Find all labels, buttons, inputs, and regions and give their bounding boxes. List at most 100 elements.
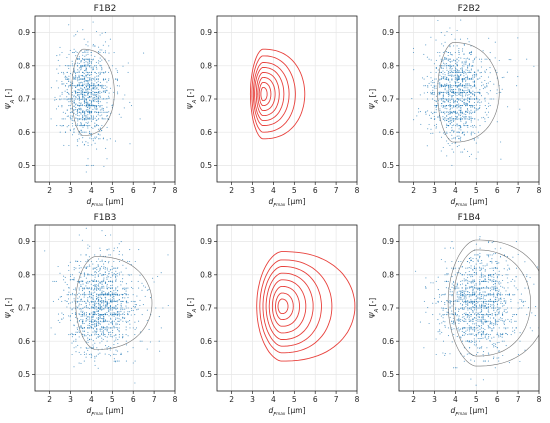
scatter-point [91,126,93,129]
scatter-point [94,138,96,140]
scatter-point [117,304,119,306]
scatter-point [451,75,453,77]
scatter-point [144,286,146,288]
scatter-point [461,105,463,107]
scatter-point [502,334,504,336]
scatter-point [465,103,467,105]
scatter-point [482,274,484,276]
scatter-point [54,333,56,335]
scatter-point [101,68,103,70]
scatter-point [493,286,495,288]
scatter-point [473,307,475,309]
scatter-point [432,82,434,84]
y-tick-label: 0.7 [200,304,212,313]
scatter-point [92,88,94,90]
y-axis-label: ΨA [-] [4,89,16,110]
scatter-point [454,111,456,113]
scatter-point [510,280,512,282]
scatter-point [89,304,91,306]
scatter-point [76,280,78,282]
scatter-point [488,314,490,316]
scatter-point [68,101,70,103]
scatter-point [80,294,82,296]
scatter-point [64,65,66,67]
scatter-point [451,90,453,92]
scatter-point [55,108,58,110]
scatter-point [85,141,87,143]
x-tick-label: 7 [334,395,339,404]
scatter-point [503,268,505,270]
scatter-point [113,250,115,252]
scatter-point [483,116,485,118]
scatter-point [428,58,430,60]
scatter-point [418,111,420,113]
scatter-point [75,85,77,87]
scatter-point [473,334,475,337]
scatter-point [103,263,105,265]
scatter-point [99,64,101,66]
scatter-point [461,340,464,342]
scatter-point [123,314,126,316]
scatter-point [122,317,124,319]
scatter-point [435,101,437,103]
scatter-point [491,328,493,330]
scatter-point [94,332,96,334]
scatter-point [70,274,72,276]
scatter-point [96,347,98,349]
scatter-point [92,318,94,321]
scatter-point [78,79,80,81]
scatter-point [83,83,85,85]
scatter-point [449,108,452,110]
scatter-point [453,106,455,108]
scatter-point [440,58,442,60]
scatter-point [473,82,475,84]
scatter-point [99,71,101,73]
scatter-point [458,322,460,325]
scatter-point [64,131,67,133]
scatter-point [484,111,486,113]
scatter-point [94,142,96,144]
scatter-point [505,345,507,347]
scatter-point [442,111,444,113]
scatter-point [470,105,472,107]
scatter-point [472,76,474,78]
scatter-point [104,320,106,322]
scatter-point [506,256,509,258]
scatter-point [75,76,77,79]
scatter-point [149,341,151,343]
scatter-point [468,286,470,288]
scatter-point [468,58,470,60]
scatter-point [463,70,465,72]
scatter-point [87,142,89,144]
scatter-point [66,89,68,91]
scatter-point [85,306,87,308]
scatter-point [445,99,448,101]
scatter-point [432,79,434,81]
scatter-point [453,102,455,104]
scatter-point [472,327,474,329]
scatter-point [463,65,465,67]
scatter-point [475,324,477,326]
scatter-point [92,99,94,102]
scatter-point [101,286,103,288]
scatter-point [76,327,78,329]
scatter-point [444,65,446,67]
scatter-point [92,140,94,142]
scatter-point [491,276,493,278]
scatter-point [113,299,115,301]
scatter-point [90,100,92,102]
scatter-point [493,273,495,275]
scatter-point [475,317,477,319]
scatter-point [503,287,505,289]
scatter-point [515,320,517,322]
scatter-point [460,117,462,119]
scatter-point [124,297,126,299]
scatter-point [456,116,458,118]
scatter-point [461,97,463,99]
scatter-point [440,71,442,73]
scatter-point [473,73,475,76]
scatter-point [78,93,80,96]
scatter-point [88,60,90,62]
scatter-point [423,85,425,87]
